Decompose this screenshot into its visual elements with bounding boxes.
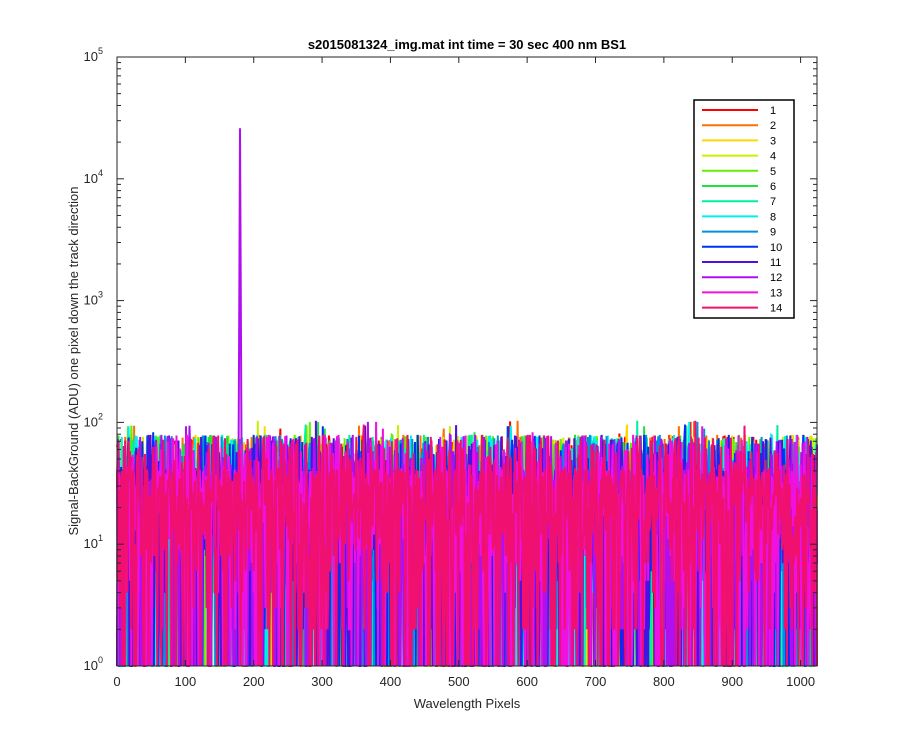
legend-label-10: 10 [770,242,782,254]
legend-label-14: 14 [770,303,782,315]
x-tick-label-1: 100 [175,674,197,689]
y-tick-label-0: 100 [84,655,103,673]
axes-box [116,56,818,667]
y-tick-label-3: 103 [84,290,103,308]
legend-label-13: 13 [770,287,782,299]
y-tick-label-2: 102 [84,411,103,429]
x-tick-label-3: 300 [311,674,333,689]
legend-box [693,99,795,319]
legend-label-4: 4 [770,151,776,163]
legend-label-12: 12 [770,272,782,284]
x-tick-label-8: 800 [653,674,675,689]
series-line-12 [116,128,818,667]
y-tick-label-4: 104 [84,168,103,186]
x-tick-label-9: 900 [721,674,743,689]
x-tick-label-4: 400 [380,674,402,689]
tick-layer: 0 100 200 300 400 500 600 700 800 900 100010010110… [84,46,817,689]
y-tick-label-5: 105 [84,46,103,64]
legend-label-1: 1 [770,105,776,117]
x-tick-label-2: 200 [243,674,265,689]
x-tick-label-0: 0 [113,674,120,689]
legend-label-9: 9 [770,227,776,239]
legend-label-7: 7 [770,196,776,208]
legend-label-2: 2 [770,120,776,132]
y-tick-label-1: 101 [84,533,103,551]
x-tick-label-6: 600 [516,674,538,689]
legend-label-11: 11 [770,257,781,269]
legend-label-8: 8 [770,211,776,223]
legend-label-6: 6 [770,181,776,193]
legend-label-3: 3 [770,135,776,147]
x-tick-label-10: 1000 [786,674,815,689]
legend-label-5: 5 [770,166,776,178]
x-tick-label-5: 500 [448,674,470,689]
chart-title: s2015081324_img.mat int time = 30 sec 40… [308,37,626,52]
x-tick-label-7: 700 [585,674,607,689]
y-axis-label: Signal-BackGround (ADU) one pixel down t… [66,186,81,535]
x-axis-label: Wavelength Pixels [414,696,521,711]
